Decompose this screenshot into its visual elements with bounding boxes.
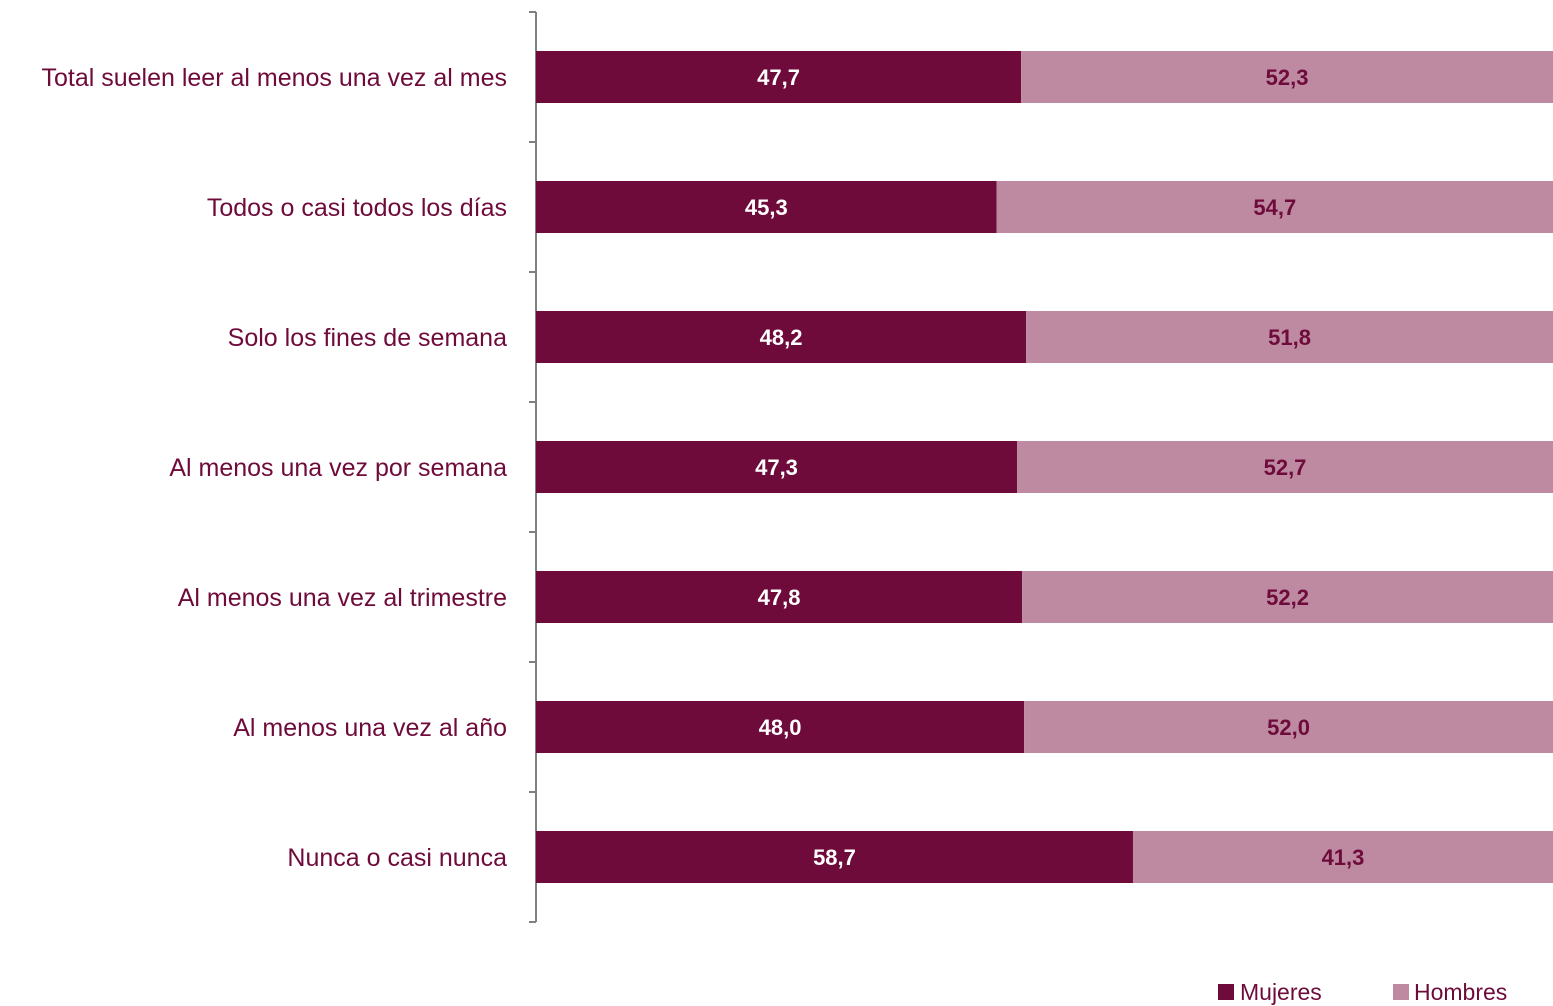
data-label: 52,0: [1267, 715, 1310, 740]
data-label: 47,7: [757, 65, 800, 90]
data-label: 58,7: [813, 845, 856, 870]
data-label: 48,2: [760, 325, 803, 350]
data-label: 45,3: [745, 195, 788, 220]
data-label: 41,3: [1322, 845, 1365, 870]
bar-mujeres: [536, 701, 1025, 753]
bar-mujeres: [536, 181, 997, 233]
bar-mujeres: [536, 571, 1023, 623]
category-label: Solo los fines de semana: [228, 324, 507, 352]
category-label: Al menos una vez al año: [233, 714, 507, 742]
legend-label-hombres: Hombres: [1414, 979, 1507, 1005]
data-label: 54,7: [1253, 195, 1296, 220]
category-label: Total suelen leer al menos una vez al me…: [41, 64, 507, 92]
data-label: 48,0: [759, 715, 802, 740]
bar-hombres: [1024, 701, 1553, 753]
bar-mujeres: [536, 831, 1133, 883]
bar-hombres: [1022, 571, 1553, 623]
bar-hombres: [1017, 441, 1553, 493]
legend-swatch-hombres: [1393, 984, 1409, 1000]
category-axis: [529, 11, 537, 923]
bar-hombres: [1132, 831, 1553, 883]
bar-hombres: [1021, 51, 1553, 103]
bar-hombres: [996, 181, 1553, 233]
legend-label-mujeres: Mujeres: [1240, 979, 1322, 1005]
data-label: 52,3: [1266, 65, 1309, 90]
data-label: 52,2: [1266, 585, 1309, 610]
data-label: 47,8: [758, 585, 801, 610]
category-label: Al menos una vez por semana: [169, 454, 507, 482]
category-label: Nunca o casi nunca: [287, 844, 507, 872]
category-labels: Total suelen leer al menos una vez al me…: [41, 64, 507, 872]
legend-swatch-mujeres: [1218, 984, 1234, 1000]
data-label: 47,3: [755, 455, 798, 480]
bars: 47,7 52,3 45,3 54,7 48,2 51,8 47,3 52,7 47,8 52,2…: [536, 51, 1553, 883]
category-label: Al menos una vez al trimestre: [178, 584, 507, 612]
bar-mujeres: [536, 51, 1022, 103]
data-label: 52,7: [1264, 455, 1307, 480]
data-label: 51,8: [1268, 325, 1311, 350]
bar-mujeres: [536, 311, 1027, 363]
bar-hombres: [1026, 311, 1553, 363]
category-label: Todos o casi todos los días: [207, 194, 507, 222]
legend: Mujeres Hombres: [1218, 979, 1507, 1005]
bar-mujeres: [536, 441, 1018, 493]
